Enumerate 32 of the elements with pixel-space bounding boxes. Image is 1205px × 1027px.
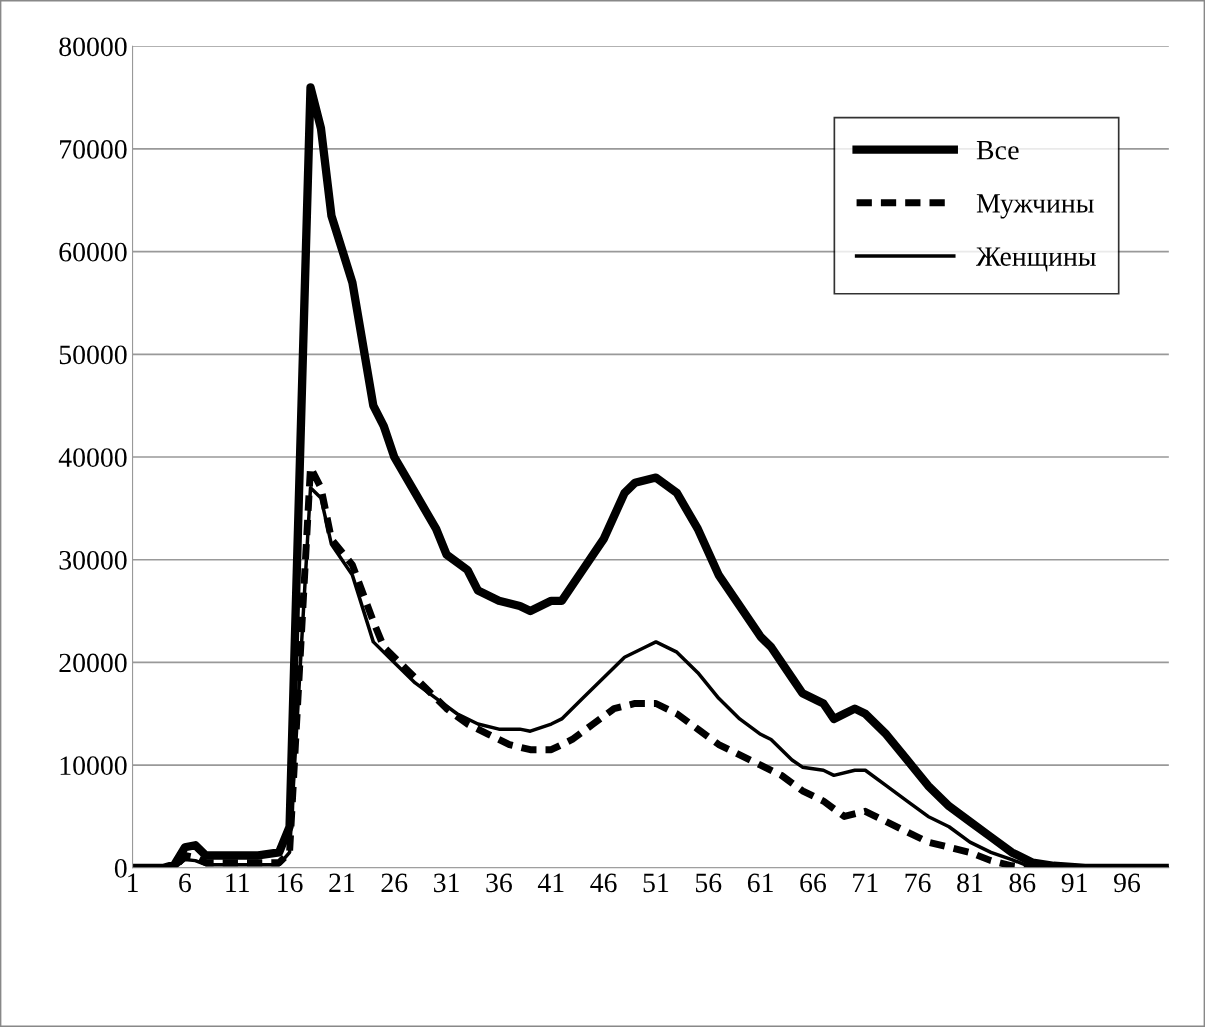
y-tick-label: 0 — [114, 858, 127, 878]
x-tick-label: 86 — [1009, 873, 1036, 893]
x-tick-label: 61 — [747, 873, 773, 893]
x-tick-label: 41 — [537, 873, 564, 892]
legend-label: Все — [976, 141, 1019, 160]
x-tick-label: 36 — [486, 873, 512, 893]
legend-label: Мужчины — [976, 194, 1094, 219]
y-tick-label: 50000 — [59, 345, 127, 365]
x-tick-label: 46 — [590, 873, 617, 893]
y-tick-label: 20000 — [59, 653, 127, 673]
x-tick-label: 81 — [957, 873, 983, 893]
x-tick-label: 11 — [226, 873, 249, 892]
x-tick-label: 76 — [905, 873, 931, 893]
y-tick-label: 10000 — [60, 756, 127, 776]
legend-label: Женщины — [976, 247, 1096, 272]
x-tick-label: 66 — [800, 873, 827, 893]
y-tick-label: 30000 — [59, 550, 127, 570]
x-tick-label: 16 — [278, 873, 303, 893]
x-tick-label: 96 — [1113, 873, 1141, 893]
x-tick-label: 51 — [643, 873, 669, 893]
x-tick-label: 71 — [853, 873, 878, 892]
y-tick-label: 80000 — [59, 37, 127, 57]
x-tick-label: 21 — [329, 873, 355, 892]
y-tick-label: 40000 — [58, 448, 127, 467]
x-tick-label: 56 — [696, 873, 722, 893]
x-tick-label: 26 — [381, 873, 408, 893]
x-tick-label: 1 — [128, 873, 138, 892]
x-tick-label: 91 — [1061, 873, 1087, 893]
y-tick-label: 60000 — [59, 242, 127, 262]
x-tick-label: 31 — [434, 873, 459, 893]
x-tick-label: 6 — [179, 873, 191, 893]
y-tick-label: 70000 — [60, 140, 127, 159]
